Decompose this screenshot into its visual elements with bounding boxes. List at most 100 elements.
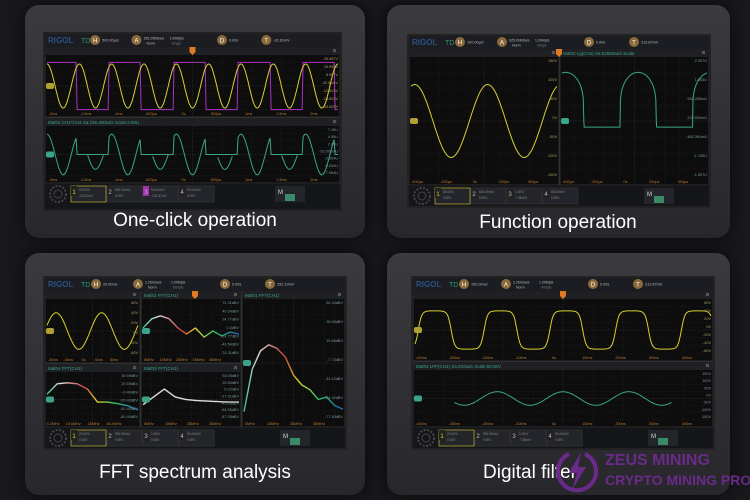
mode-button[interactable]: TD <box>445 40 454 47</box>
t-setting-button[interactable]: T 212.87mV <box>633 279 663 289</box>
channel-2-button[interactable]: 2 500.00mV/0.00V <box>474 429 511 447</box>
channel-marker[interactable] <box>414 327 422 333</box>
pane-controls[interactable] <box>332 48 337 53</box>
channel-1-button[interactable]: 1 10.00V/ -32.61mV <box>70 185 107 203</box>
close-icon[interactable] <box>332 48 337 53</box>
channel-2-button[interactable]: 2 500.00mV/0.00V <box>106 185 143 203</box>
pane-controls[interactable] <box>551 50 556 55</box>
close-icon[interactable] <box>132 292 137 297</box>
channel-4-button[interactable]: 4 50.00mV/0.00V <box>546 429 583 447</box>
channel-marker[interactable] <box>410 118 418 124</box>
channel-3-button[interactable]: 3 1.00V/ -7.80mV <box>510 429 547 447</box>
settings-gear-icon[interactable] <box>49 429 67 447</box>
pane-controls[interactable] <box>701 50 706 55</box>
pane-controls[interactable] <box>705 292 710 297</box>
close-icon[interactable] <box>233 365 238 370</box>
math-pane: Math4 FFT(CH1) 39.59dBV 19.59dBV -0.40dBV -2… <box>45 363 141 428</box>
math-marker[interactable] <box>243 360 251 366</box>
t-setting-button[interactable]: T 212.87mV <box>629 37 659 47</box>
d-setting-button[interactable]: D 0.00s <box>588 279 609 289</box>
settings-gear-icon[interactable] <box>417 429 435 447</box>
math-marker[interactable] <box>142 396 150 403</box>
math-menu-button[interactable]: M <box>275 186 305 202</box>
channel-1-button[interactable]: 1 50.00V/0.00V <box>434 187 471 205</box>
badge-a-label: A <box>504 283 508 289</box>
oscilloscope-screen-digital-filter: RIGOL TD H 100.00ns/A 2.25GSa/s Norm 1.00Mpts 4… <box>411 276 715 450</box>
math-marker[interactable] <box>414 395 422 402</box>
y-axis-label: 15.66dBV <box>326 339 343 343</box>
channel-2-button[interactable]: 2 500.00mV/0.00V <box>106 429 143 447</box>
math-marker[interactable] <box>46 396 54 403</box>
y-axis-label: -2.554U <box>324 157 338 161</box>
waveform-trace <box>414 310 712 350</box>
settings-gear-icon[interactable] <box>413 187 431 205</box>
close-icon[interactable] <box>705 292 710 297</box>
channel-3-button[interactable]: 3 1.00V/0.00V <box>142 429 179 447</box>
channel-marker[interactable] <box>46 328 54 334</box>
trigger-position-marker[interactable] <box>556 49 562 57</box>
h-setting-button[interactable]: H 500.00μs/ <box>90 35 120 45</box>
channel-3-button[interactable]: 3 1.00V/ -7.80mV <box>506 187 543 205</box>
h-setting-button[interactable]: H 100.00ns/ <box>459 279 489 289</box>
channel-3-button[interactable]: 3 50.00mV/ -101.87mV <box>142 185 179 203</box>
math-menu-button[interactable]: M <box>644 188 674 204</box>
pane-controls[interactable] <box>705 363 710 368</box>
d-setting-button[interactable]: D 0.00s <box>220 279 241 289</box>
math-marker[interactable] <box>142 328 150 334</box>
trigger-position-marker[interactable] <box>192 291 198 299</box>
math-marker[interactable] <box>561 118 569 124</box>
close-icon[interactable] <box>337 292 342 297</box>
badge-d-label: D <box>591 283 596 289</box>
d-setting-button[interactable]: D 0.00s <box>217 35 238 45</box>
trigger-position-marker[interactable] <box>189 47 196 55</box>
pane-controls[interactable] <box>337 292 342 297</box>
h-setting-button[interactable]: H 20.00ns/ <box>91 279 119 289</box>
pane-controls[interactable] <box>132 365 137 370</box>
x-axis-label: -200ns <box>482 356 494 360</box>
channel-2-button[interactable]: 2 500.00mV/0.00V <box>470 187 507 205</box>
t-setting-button[interactable]: T 252.19mV <box>265 279 295 289</box>
d-setting-button[interactable]: D 0.00s <box>584 37 605 47</box>
t-setting-button[interactable]: T -32.61mV <box>261 35 290 45</box>
mode-button[interactable]: TD <box>81 282 90 289</box>
trigger-position-marker[interactable] <box>560 291 566 299</box>
pane-title: Math2 CH1*CH3 Sa:156.4MSa/s Scale:2.50U <box>48 120 139 125</box>
math-menu-button[interactable]: M <box>280 430 310 446</box>
channel-scale: 50.00mV/ <box>555 432 569 436</box>
pane-controls[interactable] <box>233 292 238 297</box>
math-marker[interactable] <box>46 151 54 158</box>
channel-1-button[interactable]: 1 20.00V/0.00V <box>438 429 475 447</box>
memory-depth: 1.00Mpts <box>535 39 550 43</box>
pane-controls[interactable] <box>132 292 137 297</box>
close-icon[interactable] <box>551 50 556 55</box>
y-axis-label: -60V <box>703 349 711 353</box>
close-icon[interactable] <box>701 50 706 55</box>
badge-t-label: T <box>632 41 636 47</box>
channel-4-button[interactable]: 4 50.00mV/0.00V <box>178 429 215 447</box>
channel-4-button[interactable]: 4 50.00mV/0.00V <box>178 185 215 203</box>
channel-4-button[interactable]: 4 50.00mV/0.00V <box>542 187 579 205</box>
scope-display: RIGOL TD H 20.00ns/A 1.25GSa/sNorm1.00Mpts80… <box>45 278 345 448</box>
channel-1-button[interactable]: 1 20.00V/0.00V <box>70 429 107 447</box>
settings-gear-icon[interactable] <box>49 185 67 203</box>
x-axis-label: 36.4MHz <box>106 422 121 426</box>
close-icon[interactable] <box>132 365 137 370</box>
watermark-line1: ZEUS MINING <box>605 452 710 469</box>
y-axis-label: -41.03dBV <box>221 401 239 405</box>
mode-button[interactable]: TD <box>449 282 458 289</box>
pane-controls[interactable] <box>233 365 238 370</box>
mode-button[interactable]: TD <box>81 38 90 45</box>
close-icon[interactable] <box>332 119 337 124</box>
channel-offset: 0.00V <box>79 438 88 442</box>
pane-controls[interactable] <box>332 119 337 124</box>
channel-marker[interactable] <box>46 83 54 89</box>
close-icon[interactable] <box>705 363 710 368</box>
h-setting-button[interactable]: H 100.00μs/ <box>455 37 485 47</box>
close-icon[interactable] <box>233 292 238 297</box>
math-menu-button[interactable]: M <box>648 430 678 446</box>
x-axis-label: 15MHz <box>165 422 177 426</box>
